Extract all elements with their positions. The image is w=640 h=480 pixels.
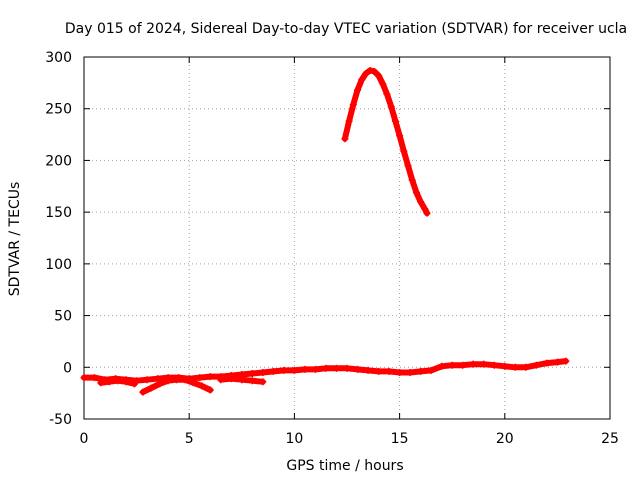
data-point: [400, 147, 408, 155]
data-point: [354, 365, 362, 373]
data-point: [417, 367, 425, 375]
data-point: [139, 388, 147, 396]
data-point: [480, 360, 488, 368]
data-point: [105, 378, 113, 386]
data-point: [543, 359, 551, 367]
data-point: [385, 367, 393, 375]
data-point: [206, 386, 214, 394]
data-point: [404, 162, 412, 170]
y-tick-label: 150: [45, 205, 72, 221]
data-point: [379, 80, 387, 88]
data-point: [154, 375, 162, 383]
data-point: [370, 67, 378, 75]
data-point: [164, 377, 172, 385]
data-point: [227, 375, 235, 383]
y-tick-label: 250: [45, 102, 72, 118]
data-point: [448, 361, 456, 369]
data-point: [354, 86, 362, 94]
data-point: [238, 376, 246, 384]
grid: [84, 57, 610, 419]
data-point: [156, 380, 164, 388]
data-point: [259, 378, 267, 386]
data-point: [364, 366, 372, 374]
y-tick-label: 50: [54, 309, 72, 325]
x-axis-label: GPS time / hours: [286, 458, 403, 474]
data-point: [332, 364, 340, 372]
data-point: [189, 379, 197, 387]
data-point: [362, 70, 370, 78]
data-point: [459, 361, 467, 369]
data-point: [553, 358, 561, 366]
data-point: [343, 364, 351, 372]
x-tick-label: 5: [185, 431, 194, 447]
data-point: [80, 374, 88, 382]
data-point: [345, 117, 353, 125]
data-point: [290, 366, 298, 374]
y-tick-label: 0: [63, 360, 72, 376]
x-tick-label: 0: [80, 431, 89, 447]
data-point: [375, 367, 383, 375]
y-tick-label: -50: [49, 412, 72, 428]
y-tick-label: 200: [45, 153, 72, 169]
data-point: [396, 132, 404, 140]
data-point: [522, 363, 530, 371]
x-tick-label: 10: [285, 431, 303, 447]
y-tick-label: 300: [45, 50, 72, 66]
data-point: [259, 368, 267, 376]
data-point: [114, 377, 122, 385]
data-point: [196, 374, 204, 382]
data-point: [173, 376, 181, 384]
data-point: [341, 135, 349, 143]
data-point: [206, 373, 214, 381]
data-point: [269, 367, 277, 375]
data-point: [122, 378, 130, 386]
x-tick-label: 15: [391, 431, 409, 447]
data-point: [423, 209, 431, 217]
data-point: [406, 368, 414, 376]
x-tick-label: 25: [601, 431, 619, 447]
data-point: [198, 382, 206, 390]
data-point: [181, 376, 189, 384]
data-point: [501, 362, 509, 370]
data-point: [562, 357, 570, 365]
data-point: [391, 117, 399, 125]
data-point: [412, 188, 420, 196]
data-point: [311, 365, 319, 373]
data-point: [248, 369, 256, 377]
data-point: [383, 90, 391, 98]
y-axis-label: SDTVAR / TECUs: [7, 182, 23, 297]
data-point: [143, 376, 151, 384]
data-point: [375, 72, 383, 80]
x-tick-label: 20: [496, 431, 514, 447]
data-point: [427, 366, 435, 374]
data-point: [147, 384, 155, 392]
plot-frame: [83, 56, 611, 420]
data-point: [301, 365, 309, 373]
data-point: [91, 374, 99, 382]
data-point: [417, 198, 425, 206]
data-point: [349, 101, 357, 109]
data-point: [387, 103, 395, 111]
data-point: [248, 377, 256, 385]
data-point: [511, 363, 519, 371]
data-marks: [80, 66, 570, 396]
data-point: [408, 176, 416, 184]
data-point: [358, 76, 366, 84]
data-point: [366, 66, 374, 74]
data-point: [421, 205, 429, 213]
axis-ticks: 0 5 10 15 20 25 -50 0 50 100 150 200 250 300: [45, 50, 619, 447]
chart-title: Day 015 of 2024, Sidereal Day-to-day VTE…: [65, 21, 627, 37]
data-point: [469, 360, 477, 368]
y-tick-label: 100: [45, 257, 72, 273]
data-point: [217, 376, 225, 384]
data-point: [130, 380, 138, 388]
data-point: [532, 361, 540, 369]
data-point: [280, 366, 288, 374]
data-point: [322, 364, 330, 372]
data-point: [438, 362, 446, 370]
data-point: [490, 361, 498, 369]
data-point: [396, 368, 404, 376]
data-point: [97, 379, 105, 387]
